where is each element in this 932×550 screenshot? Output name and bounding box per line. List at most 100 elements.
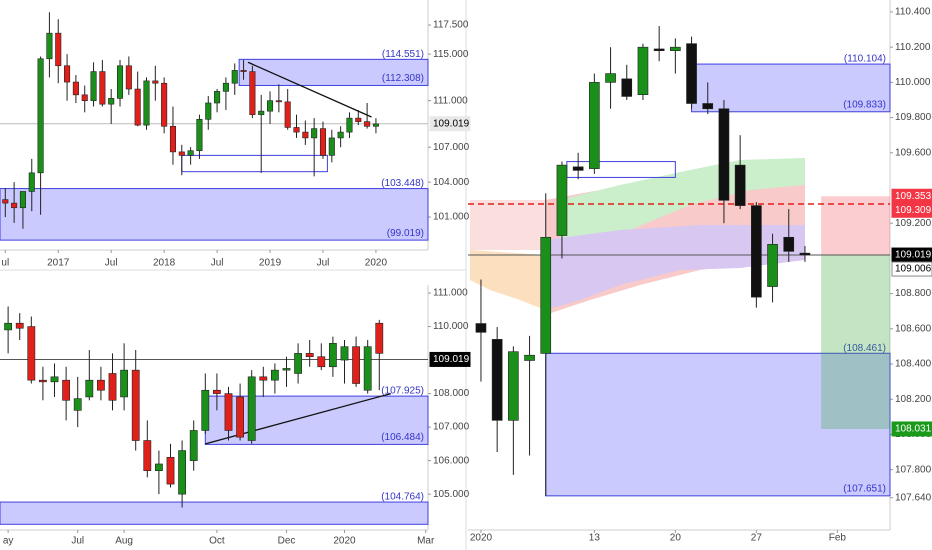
candle-body bbox=[375, 322, 384, 354]
x-tick-label: 13 bbox=[589, 533, 601, 544]
indicator-ribbon bbox=[470, 158, 805, 315]
x-tick-label: 20 bbox=[670, 533, 682, 544]
x-tick-label: 2020 bbox=[470, 533, 493, 544]
y-tick-label: 109.800 bbox=[895, 112, 932, 123]
price-tag bbox=[891, 421, 932, 437]
x-tick-label: 2020 bbox=[365, 258, 388, 269]
candle-body bbox=[116, 65, 124, 99]
x-tick-label: Jul bbox=[105, 258, 118, 269]
candle-body bbox=[249, 71, 256, 115]
candle-body bbox=[259, 376, 268, 381]
x-tick-label: Jul bbox=[211, 258, 224, 269]
chart-panel: 110.400 110.200 110.000 109.800 109.600 109.2… bbox=[468, 0, 932, 544]
price-tag bbox=[429, 351, 471, 367]
y-tick-label: 110.200 bbox=[895, 42, 931, 53]
candle-body bbox=[39, 379, 47, 383]
candle-body bbox=[224, 393, 233, 431]
candle-body bbox=[97, 379, 105, 391]
y-tick-label: 111.000 bbox=[433, 95, 468, 106]
y-tick-label: 109.200 bbox=[895, 218, 932, 229]
candle-body bbox=[81, 94, 88, 101]
y-tick-label: 101.000 bbox=[433, 212, 470, 223]
candle-body bbox=[294, 353, 302, 374]
price-tag-label: 109.353 bbox=[895, 191, 932, 202]
candle-body bbox=[340, 346, 349, 361]
candle-body bbox=[213, 389, 221, 394]
candle-body bbox=[73, 398, 82, 411]
candle-body bbox=[284, 101, 291, 128]
candle-body bbox=[311, 128, 318, 139]
y-tick-label: 107.800 bbox=[895, 464, 932, 475]
candle-body bbox=[670, 46, 681, 51]
candle-body bbox=[799, 252, 811, 256]
candle-body bbox=[556, 164, 568, 236]
y-tick-label: 108.200 bbox=[895, 394, 932, 405]
zone-label: (106.484) bbox=[381, 432, 424, 443]
candle-body bbox=[85, 379, 94, 398]
candle-body bbox=[328, 343, 337, 368]
x-tick-label: Oct bbox=[209, 536, 225, 547]
candle-body bbox=[178, 450, 186, 495]
candle-body bbox=[346, 117, 353, 133]
price-tag-label: 109.006 bbox=[895, 264, 932, 275]
candle-body bbox=[302, 131, 309, 139]
chart-panel: 111.000 110.000 108.000 107.000 106.000 105.0… bbox=[0, 285, 471, 547]
candle-body bbox=[108, 98, 115, 105]
y-tick-label: 106.000 bbox=[433, 455, 470, 466]
candle-body bbox=[524, 354, 535, 361]
zone-label: (114.551) bbox=[382, 49, 424, 60]
candle-body bbox=[572, 166, 584, 171]
x-tick-label: ul bbox=[1, 258, 9, 269]
candle-body bbox=[767, 244, 778, 287]
candle-body bbox=[46, 32, 53, 60]
candle-body bbox=[282, 368, 291, 371]
zone-label: (99.019) bbox=[387, 228, 424, 239]
zone bbox=[691, 63, 891, 113]
price-tag-label: 109.019 bbox=[895, 250, 932, 261]
price-tag bbox=[891, 202, 932, 218]
candle-body bbox=[28, 172, 35, 192]
price-tag bbox=[429, 116, 471, 132]
zone-label: (103.448) bbox=[381, 178, 424, 189]
candle-body bbox=[372, 123, 379, 127]
candle-body bbox=[267, 100, 274, 112]
y-tick-label: 117.500 bbox=[433, 20, 469, 31]
candle-body bbox=[540, 236, 552, 354]
price-tag-label: 109.309 bbox=[895, 205, 932, 216]
zone-label: (104.764) bbox=[381, 492, 424, 503]
candle-body bbox=[293, 127, 300, 133]
candle-body bbox=[72, 81, 79, 96]
x-tick-label: ay bbox=[3, 536, 14, 547]
candle-body bbox=[27, 326, 36, 381]
price-tag-label: 109.019 bbox=[433, 118, 470, 129]
x-tick-label: Jul bbox=[71, 536, 84, 547]
candle-body bbox=[55, 32, 62, 67]
price-tag-label: 108.031 bbox=[895, 424, 932, 435]
candle-body bbox=[178, 151, 185, 156]
candle-body bbox=[236, 396, 244, 438]
zone-label: (112.308) bbox=[382, 73, 424, 84]
candle-body bbox=[201, 389, 210, 431]
y-tick-label: 108.600 bbox=[895, 323, 932, 334]
candle-body bbox=[718, 108, 730, 201]
candle-body bbox=[143, 80, 150, 126]
y-tick-label: 115.000 bbox=[433, 49, 469, 60]
y-tick-label: 111.000 bbox=[433, 288, 468, 299]
zone-label: (107.651) bbox=[843, 483, 886, 494]
candle-body bbox=[270, 369, 279, 381]
candle-body bbox=[64, 65, 71, 83]
target-zone bbox=[821, 255, 890, 429]
x-tick-label: Feb bbox=[829, 533, 847, 544]
x-tick-label: 2020 bbox=[333, 536, 356, 547]
candle-body bbox=[363, 346, 372, 391]
candle-body bbox=[214, 91, 221, 104]
price-tag-label: 109.019 bbox=[433, 354, 470, 365]
y-tick-label: 108.800 bbox=[895, 288, 932, 299]
candle-body bbox=[161, 82, 168, 127]
ribbon-orange bbox=[470, 250, 545, 310]
y-tick-label: 107.000 bbox=[433, 142, 470, 153]
x-tick-label: Jul bbox=[317, 258, 330, 269]
zone-label: (109.833) bbox=[843, 99, 886, 110]
x-tick-label: 27 bbox=[751, 533, 763, 544]
